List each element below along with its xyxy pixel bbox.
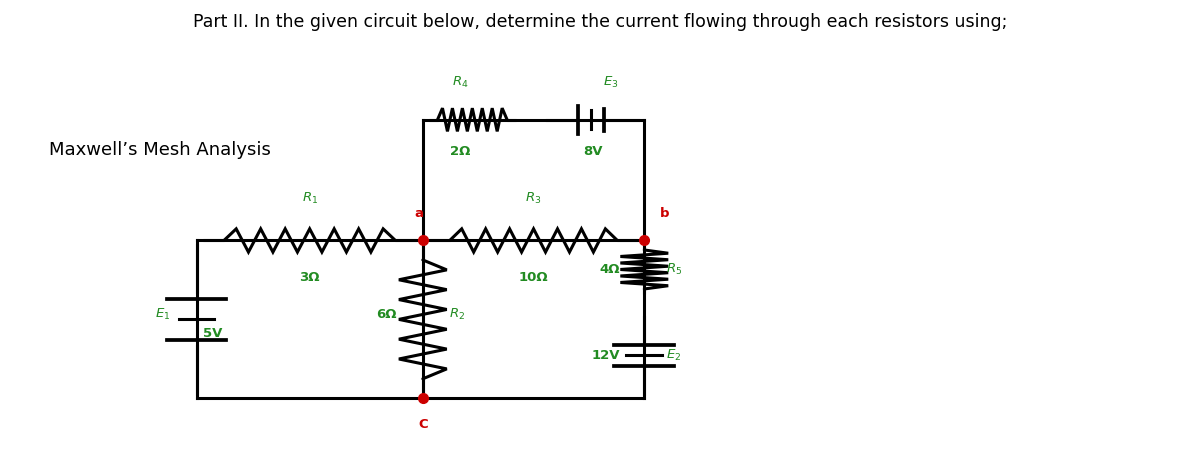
Text: 2Ω: 2Ω	[450, 145, 470, 158]
Text: 10Ω: 10Ω	[518, 271, 548, 283]
Text: 6Ω: 6Ω	[376, 308, 396, 321]
Text: b: b	[660, 206, 670, 219]
Text: $R_3$: $R_3$	[526, 191, 541, 205]
Text: 5V: 5V	[203, 327, 222, 340]
Text: $E_2$: $E_2$	[666, 348, 682, 363]
Text: $R_4$: $R_4$	[452, 75, 469, 90]
Text: Part II. In the given circuit below, determine the current flowing through each : Part II. In the given circuit below, det…	[193, 13, 1007, 31]
Text: $R_2$: $R_2$	[449, 307, 466, 322]
Text: Maxwell’s Mesh Analysis: Maxwell’s Mesh Analysis	[49, 141, 271, 159]
Text: a: a	[415, 206, 424, 219]
Text: $R_5$: $R_5$	[666, 262, 682, 277]
Text: 4Ω: 4Ω	[600, 263, 620, 276]
Text: C: C	[418, 418, 427, 431]
Text: $E_3$: $E_3$	[602, 75, 618, 90]
Text: 12V: 12V	[592, 349, 620, 362]
Text: 3Ω: 3Ω	[300, 271, 320, 283]
Text: 8V: 8V	[583, 145, 602, 158]
Text: $E_1$: $E_1$	[155, 307, 170, 322]
Text: $R_1$: $R_1$	[301, 191, 318, 205]
